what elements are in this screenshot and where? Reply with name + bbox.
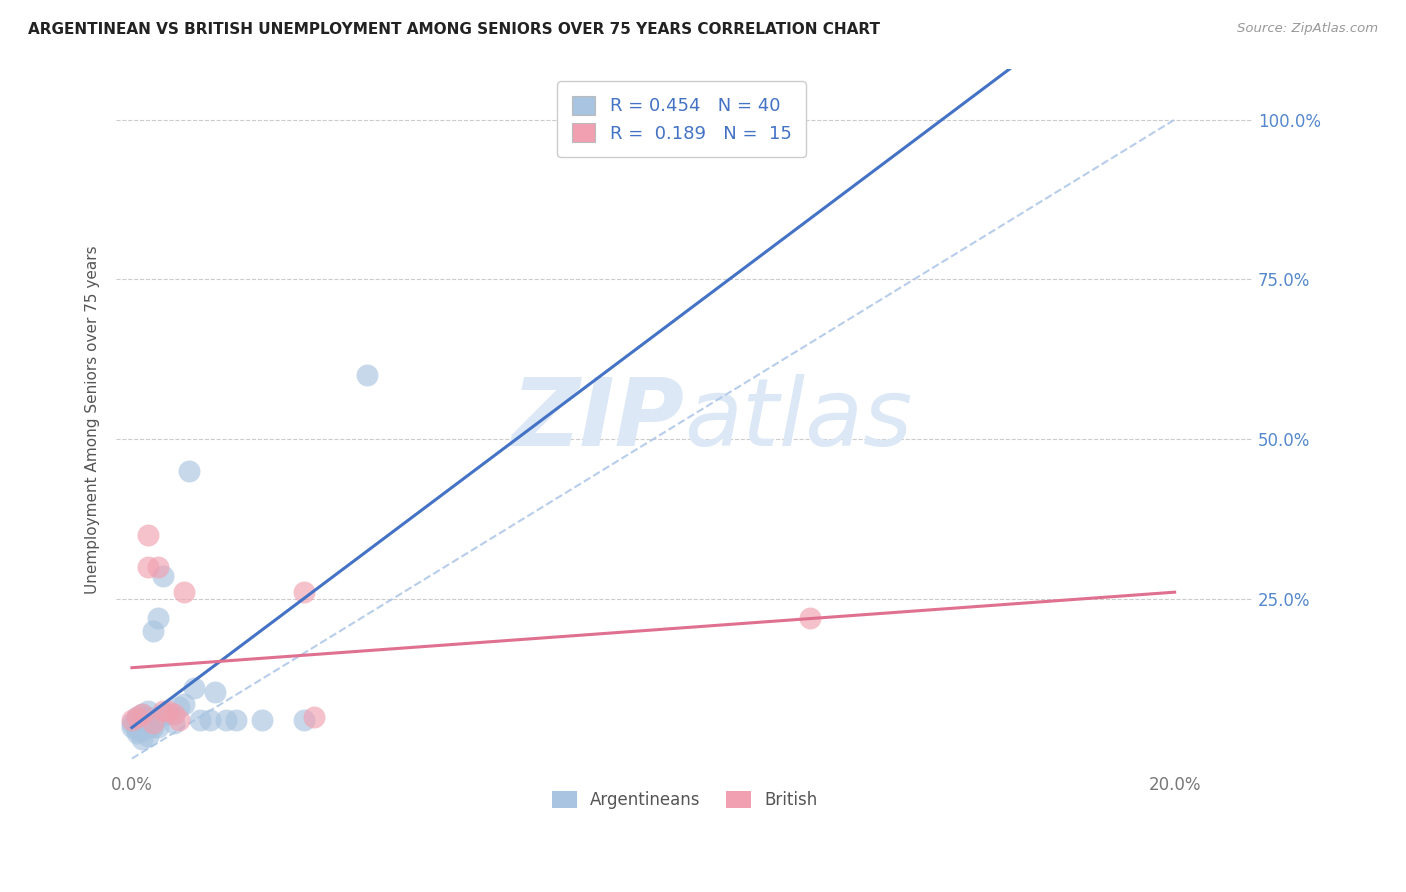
Text: atlas: atlas [685,375,912,466]
Point [157,704,180,718]
Point [131,716,153,731]
Point [131,732,153,747]
Point [127,710,149,724]
Point [121,716,143,731]
Point [198,713,221,727]
Point [142,716,165,731]
Point [136,528,159,542]
Point [131,723,153,737]
Point [183,681,205,696]
Legend: Argentineans, British: Argentineans, British [546,784,824,816]
Point [131,706,153,721]
Point [136,560,159,574]
Point [167,713,190,727]
Point [292,585,315,599]
Point [142,713,165,727]
Point [152,706,174,721]
Point [136,720,159,734]
Point [136,729,159,743]
Point [173,698,195,712]
Point [167,700,190,714]
Point [131,713,153,727]
Point [188,713,211,727]
Point [252,713,274,727]
Point [121,720,143,734]
Point [157,706,180,721]
Point [179,464,201,478]
Point [127,713,149,727]
Point [204,684,226,698]
Point [136,713,159,727]
Point [121,713,143,727]
Point [146,710,169,724]
Point [162,716,184,731]
Text: Source: ZipAtlas.com: Source: ZipAtlas.com [1237,22,1378,36]
Point [799,611,821,625]
Text: ARGENTINEAN VS BRITISH UNEMPLOYMENT AMONG SENIORS OVER 75 YEARS CORRELATION CHAR: ARGENTINEAN VS BRITISH UNEMPLOYMENT AMON… [28,22,880,37]
Text: ZIP: ZIP [512,374,685,466]
Point [146,720,169,734]
Point [173,585,195,599]
Point [304,710,326,724]
Point [146,560,169,574]
Point [142,720,165,734]
Point [152,569,174,583]
Point [146,611,169,625]
Point [131,706,153,721]
Point [136,704,159,718]
Point [162,706,184,721]
Point [356,368,378,383]
Point [136,716,159,731]
Point [225,713,247,727]
Point [127,723,149,737]
Point [142,624,165,638]
Y-axis label: Unemployment Among Seniors over 75 years: Unemployment Among Seniors over 75 years [86,245,100,594]
Point [127,710,149,724]
Point [136,710,159,724]
Point [142,716,165,731]
Point [292,713,315,727]
Point [127,726,149,740]
Point [215,713,238,727]
Point [152,704,174,718]
